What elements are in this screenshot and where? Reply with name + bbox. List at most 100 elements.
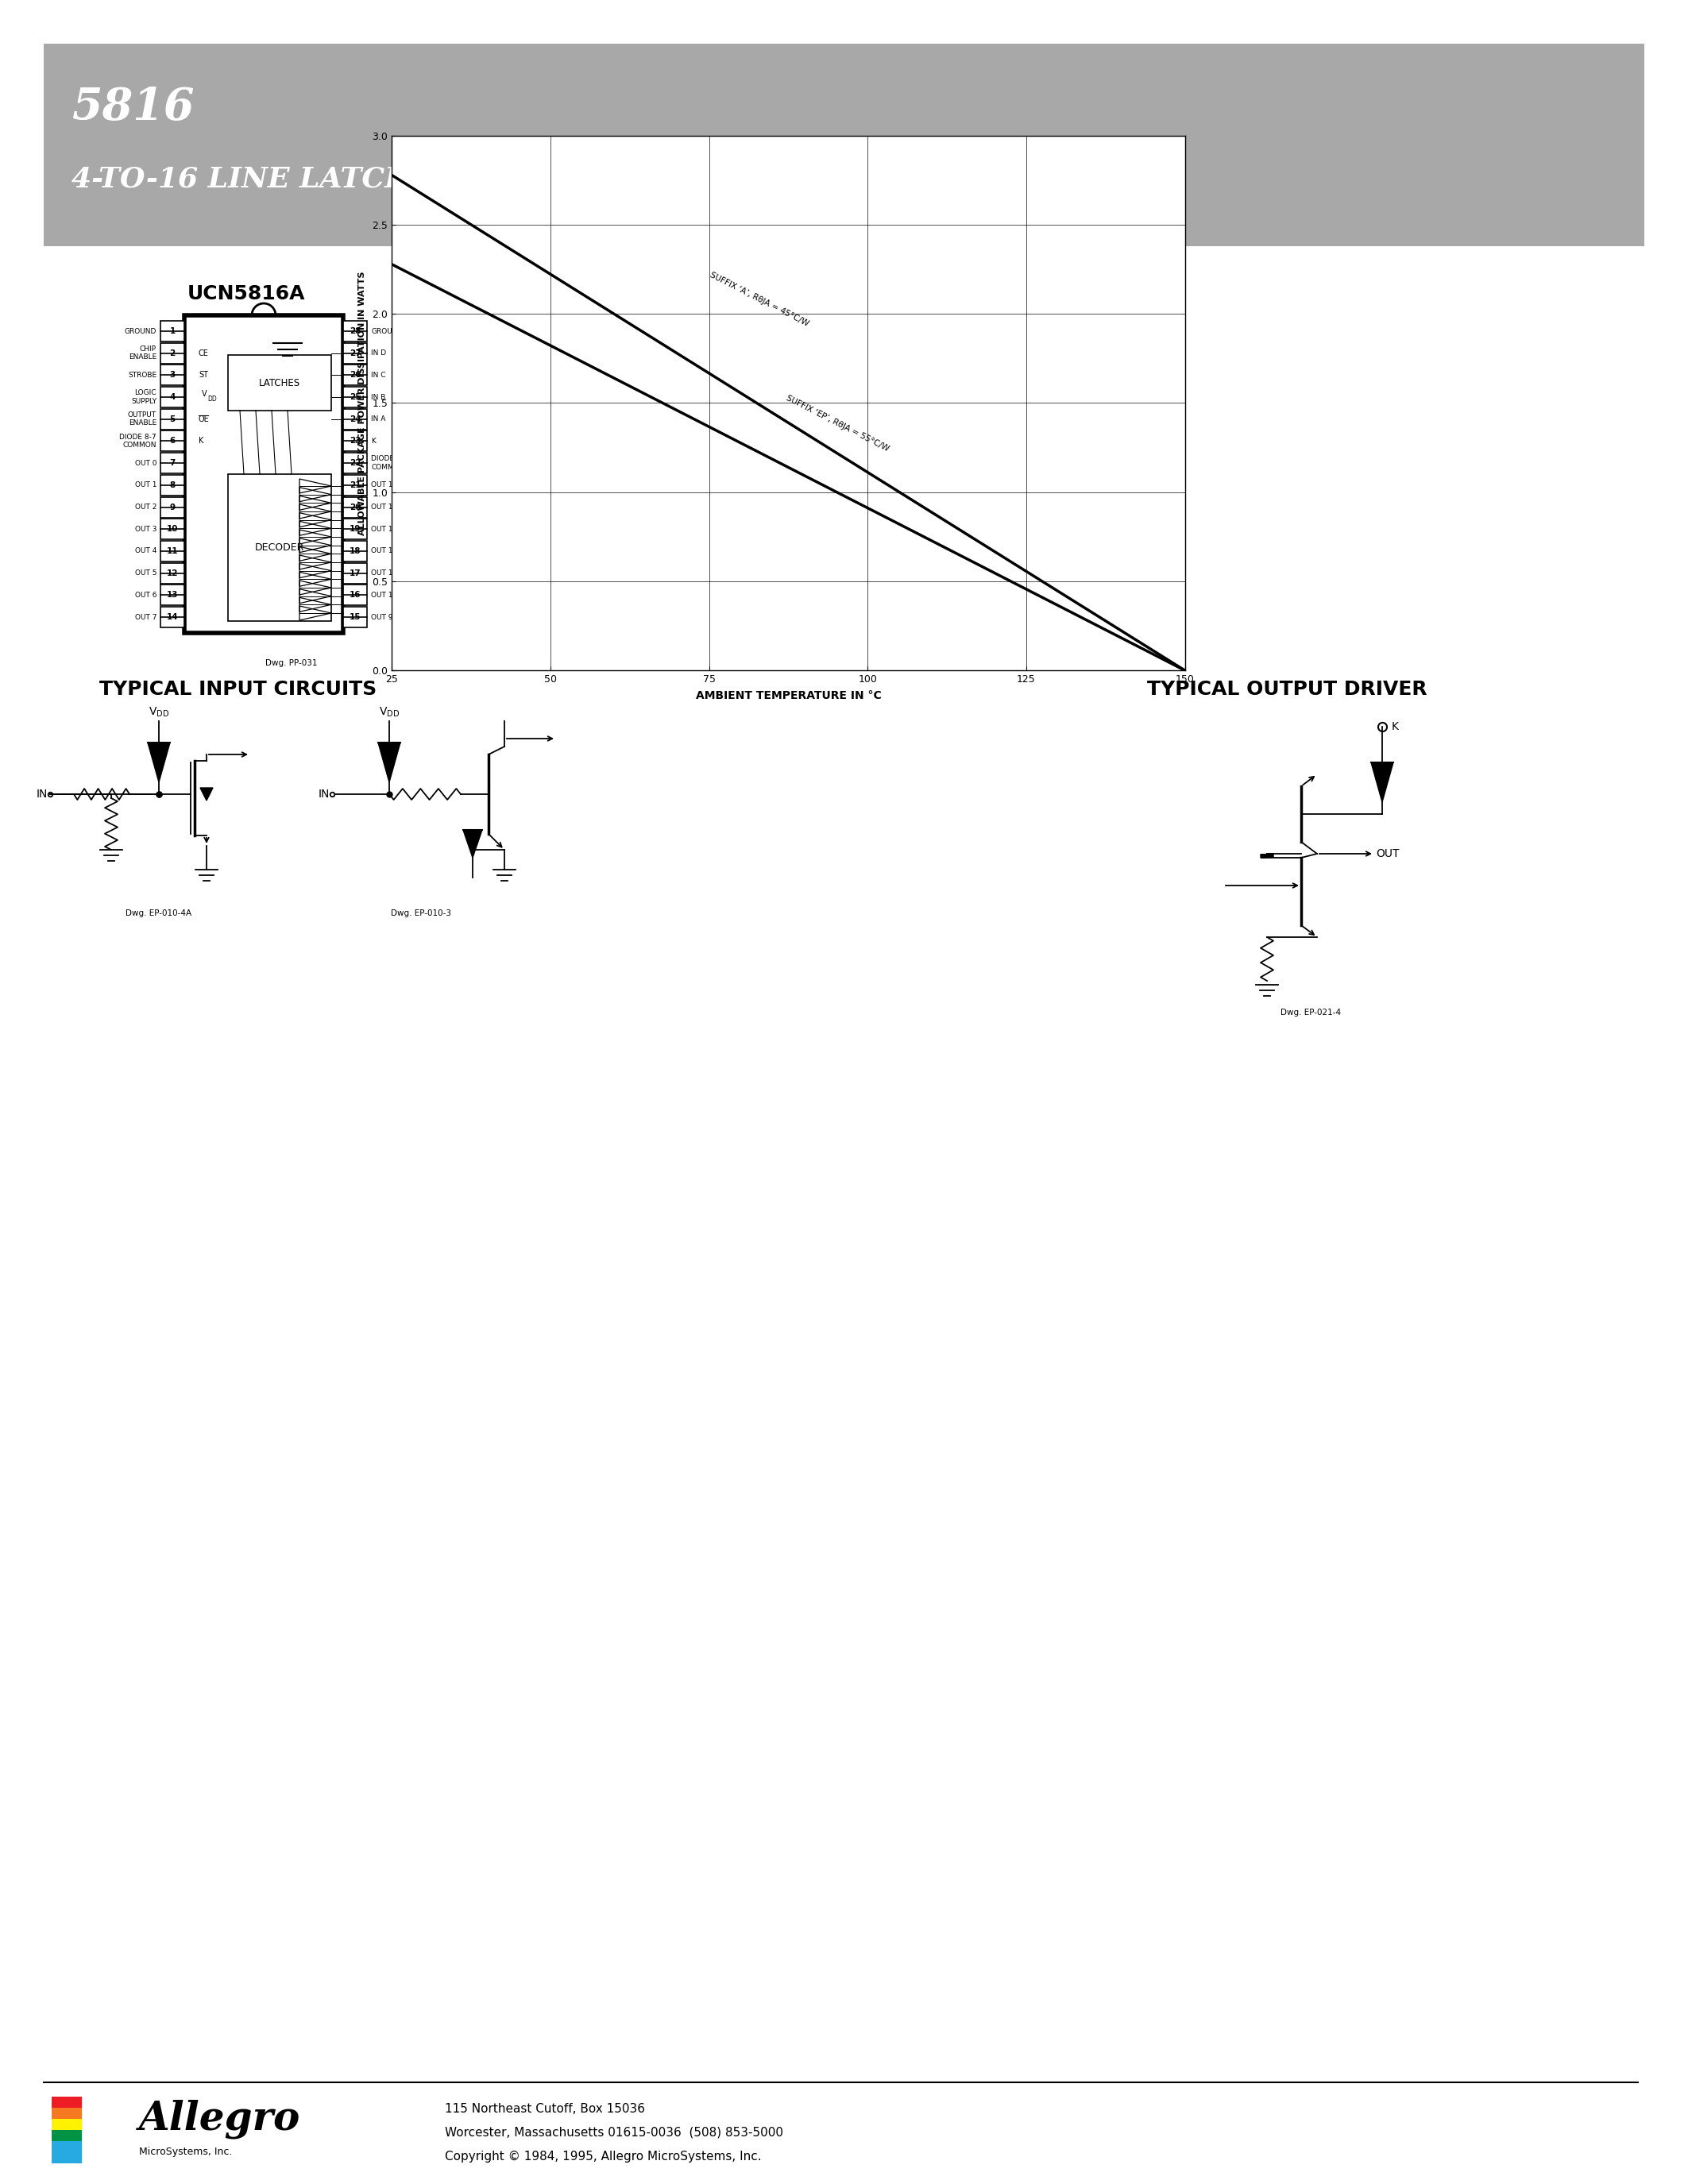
- Text: 26: 26: [349, 371, 361, 380]
- Polygon shape: [201, 788, 213, 802]
- Text: V: V: [203, 391, 208, 397]
- Text: K: K: [1391, 721, 1399, 732]
- Text: IN C: IN C: [371, 371, 385, 378]
- Text: LOGIC
SUPPLY: LOGIC SUPPLY: [132, 389, 157, 404]
- Polygon shape: [1371, 762, 1393, 802]
- Text: 17: 17: [349, 570, 361, 577]
- Text: MicroSystems, Inc.: MicroSystems, Inc.: [138, 2147, 233, 2158]
- Text: OUT 9: OUT 9: [371, 614, 393, 620]
- Bar: [343, 585, 366, 605]
- Text: Allegro: Allegro: [138, 2099, 300, 2138]
- Bar: [343, 408, 366, 430]
- Bar: [160, 321, 184, 341]
- Text: 6: 6: [169, 437, 176, 446]
- Text: 3: 3: [169, 371, 176, 380]
- Text: OUT 4: OUT 4: [135, 548, 157, 555]
- Text: 9: 9: [169, 502, 176, 511]
- Text: IN A: IN A: [371, 415, 385, 424]
- Text: 4: 4: [169, 393, 176, 402]
- Text: 15: 15: [349, 614, 361, 620]
- Text: 20: 20: [349, 502, 361, 511]
- Bar: [343, 607, 366, 627]
- Text: IN: IN: [35, 788, 47, 799]
- Bar: [160, 496, 184, 518]
- Text: 5816: 5816: [71, 85, 194, 129]
- Bar: [343, 365, 366, 387]
- Text: Dwg. PP-031: Dwg. PP-031: [265, 660, 317, 666]
- Bar: [160, 365, 184, 387]
- Text: Worcester, Massachusetts 01615-0036  (508) 853-5000: Worcester, Massachusetts 01615-0036 (508…: [446, 2127, 783, 2138]
- Text: Dwg. EP-010-3: Dwg. EP-010-3: [392, 909, 451, 917]
- Bar: [52, 2151, 81, 2164]
- Text: Copyright © 1984, 1995, Allegro MicroSystems, Inc.: Copyright © 1984, 1995, Allegro MicroSys…: [446, 2151, 761, 2162]
- Text: Dwg. EP-010-4A: Dwg. EP-010-4A: [127, 909, 192, 917]
- Text: $\mathregular{V_{DD}}$: $\mathregular{V_{DD}}$: [149, 705, 169, 719]
- Text: IN: IN: [319, 788, 329, 799]
- Text: OUT 5: OUT 5: [135, 570, 157, 577]
- Bar: [343, 430, 366, 452]
- Polygon shape: [463, 830, 483, 858]
- Bar: [343, 520, 366, 539]
- Bar: [343, 452, 366, 474]
- Text: 24: 24: [349, 415, 361, 424]
- Bar: [343, 387, 366, 408]
- Text: GROUND: GROUND: [371, 328, 403, 334]
- Text: OUT 2: OUT 2: [135, 505, 157, 511]
- Text: Dwg. EP-021-4: Dwg. EP-021-4: [1281, 1009, 1340, 1016]
- Bar: [343, 343, 366, 363]
- Text: K: K: [199, 437, 204, 446]
- Text: 23: 23: [349, 437, 361, 446]
- Bar: [343, 321, 366, 341]
- Text: IN B: IN B: [371, 393, 385, 400]
- Text: $\mathregular{V_{DD}}$: $\mathregular{V_{DD}}$: [378, 705, 400, 719]
- Text: OUT 6: OUT 6: [135, 592, 157, 598]
- Bar: [160, 585, 184, 605]
- Bar: [228, 356, 331, 411]
- Text: OUT 1: OUT 1: [135, 480, 157, 489]
- Text: DIODE 8-15
COMMON: DIODE 8-15 COMMON: [371, 456, 412, 472]
- Bar: [160, 452, 184, 474]
- Text: 12: 12: [167, 570, 179, 577]
- Bar: [160, 387, 184, 408]
- Text: OUT 11: OUT 11: [371, 570, 397, 577]
- Text: DECODER: DECODER: [255, 542, 304, 553]
- Text: 18: 18: [349, 548, 361, 555]
- Text: OUT 12: OUT 12: [371, 548, 397, 555]
- Bar: [228, 474, 331, 620]
- Text: GROUND: GROUND: [125, 328, 157, 334]
- Text: 13: 13: [167, 592, 179, 598]
- Text: 16: 16: [349, 592, 361, 598]
- Polygon shape: [378, 743, 400, 782]
- Bar: [160, 408, 184, 430]
- X-axis label: AMBIENT TEMPERATURE IN °C: AMBIENT TEMPERATURE IN °C: [695, 690, 881, 701]
- Text: 21: 21: [349, 480, 361, 489]
- Text: CE: CE: [199, 349, 209, 358]
- Text: OUT: OUT: [1376, 847, 1399, 858]
- Text: OE: OE: [199, 415, 209, 424]
- Text: 8: 8: [169, 480, 176, 489]
- Text: 22: 22: [349, 459, 361, 467]
- Text: OUTPUT
ENABLE: OUTPUT ENABLE: [128, 411, 157, 426]
- Text: OUT 13: OUT 13: [371, 526, 397, 533]
- Text: 14: 14: [167, 614, 179, 620]
- Text: OUT 7: OUT 7: [135, 614, 157, 620]
- Text: K: K: [371, 437, 376, 446]
- Text: OUT 0: OUT 0: [135, 459, 157, 467]
- Text: SUFFIX ‘EP’, RθJA = 55°C/W: SUFFIX ‘EP’, RθJA = 55°C/W: [785, 393, 891, 452]
- Bar: [160, 563, 184, 583]
- Bar: [343, 496, 366, 518]
- Text: 4-TO-16 LINE LATCHED DECODER/DRIVERS: 4-TO-16 LINE LATCHED DECODER/DRIVERS: [71, 166, 795, 192]
- Text: 28: 28: [349, 328, 361, 334]
- Bar: [52, 2129, 81, 2140]
- Bar: [160, 430, 184, 452]
- Text: OUT 14: OUT 14: [371, 505, 397, 511]
- Bar: [160, 520, 184, 539]
- Bar: [52, 2140, 81, 2151]
- Bar: [52, 2118, 81, 2129]
- Bar: [160, 542, 184, 561]
- Text: 7: 7: [169, 459, 176, 467]
- Bar: [343, 563, 366, 583]
- Text: DD: DD: [208, 395, 216, 402]
- Bar: [52, 2108, 81, 2118]
- Text: OUT 10: OUT 10: [371, 592, 397, 598]
